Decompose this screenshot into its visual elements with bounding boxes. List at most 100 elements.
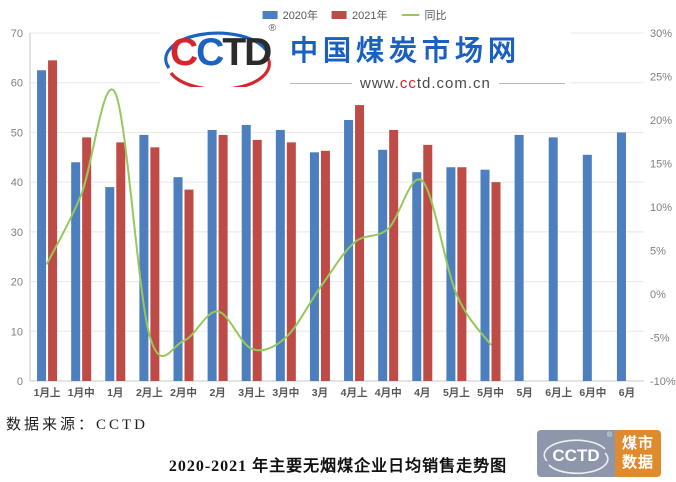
legend-item-同比: 同比	[401, 7, 447, 23]
x-axis-label: 6月中	[579, 386, 606, 399]
left-axis-tick: 30	[11, 227, 23, 239]
x-axis-label: 4月中	[375, 386, 402, 399]
left-axis-tick: 70	[11, 28, 23, 40]
cctd-data-badge: CCTD ® 煤市 数据	[537, 430, 661, 477]
right-axis-tick: 30%	[650, 28, 672, 40]
right-axis-tick: 20%	[650, 115, 672, 127]
x-axis-label: 2月中	[170, 386, 197, 399]
url-prefix: www.	[360, 75, 400, 92]
x-axis-label: 3月	[312, 387, 328, 399]
bar-2020年-6月上	[548, 137, 558, 381]
legend-marker	[262, 11, 278, 19]
site-name: 中国煤炭市场网	[290, 35, 522, 66]
bar-2020年-3月中	[275, 129, 285, 381]
divider	[498, 83, 565, 84]
bar-2020年-4月	[412, 172, 422, 381]
bar-2020年-2月上	[139, 134, 149, 381]
yoy-line	[46, 88, 492, 357]
left-axis-tick: 10	[11, 326, 23, 338]
legend-label: 2021年	[352, 10, 388, 22]
legend-label: 同比	[424, 10, 447, 22]
cctd-logo-letter: C	[196, 31, 224, 74]
cctd-logo-arcs-icon	[164, 31, 271, 87]
divider	[290, 83, 352, 84]
legend-item-2020年: 2020年	[262, 7, 319, 23]
right-axis-tick: 15%	[650, 159, 672, 171]
legend-label: 2020年	[282, 10, 319, 22]
left-axis-tick: 60	[11, 78, 23, 90]
cctd-logo-letter: T	[222, 31, 246, 74]
site-url: www.cctd.com.cn	[360, 75, 491, 92]
bar-2021年-2月	[218, 134, 228, 381]
cctd-logo-letters: CCTD	[170, 31, 272, 74]
bar-2020年-2月	[207, 129, 217, 381]
x-axis-label: 4月上	[341, 386, 368, 399]
chart-legend: 2020年 2021年 同比	[262, 7, 447, 23]
right-axis-tick: 25%	[650, 72, 672, 84]
x-axis-label: 6月上	[545, 386, 572, 399]
x-axis-label: 2月上	[136, 386, 163, 399]
bar-2021年-4月	[423, 144, 433, 381]
right-axis-tick: 10%	[650, 202, 672, 214]
data-source-note: 数据来源：CCTD	[6, 417, 149, 433]
bar-2020年-6月	[616, 132, 626, 381]
bar-2020年-4月上	[344, 120, 354, 381]
bar-2021年-3月中	[286, 142, 296, 381]
left-axis-tick: 20	[11, 277, 23, 289]
x-axis-label: 5月	[516, 387, 532, 399]
right-axis-tick: 5%	[650, 246, 666, 258]
bar-2021年-4月上	[355, 105, 365, 381]
bar-2021年-1月	[116, 142, 126, 381]
bar-2020年-5月中	[480, 169, 490, 381]
left-axis-tick: 50	[11, 127, 23, 139]
x-axis-label: 5月上	[443, 386, 470, 399]
bar-2021年-5月中	[491, 182, 501, 381]
legend-marker	[401, 13, 420, 17]
left-axis-tick: 0	[17, 376, 23, 388]
cctd-logo: CCTD ®	[162, 23, 276, 87]
bar-2021年-2月上	[150, 147, 160, 381]
badge-cctd-section: CCTD ®	[537, 430, 615, 477]
site-block: 中国煤炭市场网 www.cctd.com.cn	[290, 25, 565, 92]
badge-label-line1: 煤市	[621, 434, 654, 452]
bar-2020年-1月中	[71, 162, 81, 381]
bar-2021年-1月中	[82, 137, 92, 381]
bar-2020年-5月	[514, 134, 524, 381]
x-axis-label: 1月上	[34, 386, 61, 399]
bar-2020年-2月中	[173, 177, 183, 381]
bar-2020年-4月中	[378, 149, 388, 381]
legend-item-2021年: 2021年	[332, 7, 388, 23]
x-axis-label: 1月	[107, 387, 123, 399]
bar-2021年-4月中	[389, 129, 399, 381]
right-axis-tick: -5%	[650, 333, 670, 345]
cctd-watermark: CCTD ® 中国煤炭市场网 www.cctd.com.cn	[160, 23, 571, 96]
chart-title: 2020-2021 年主要无烟煤企业日均销售走势图	[168, 458, 508, 475]
badge-label-section: 煤市 数据	[615, 430, 661, 477]
x-axis-label: 3月中	[272, 386, 299, 399]
badge-label-line2: 数据	[621, 453, 654, 471]
url-rest: td.com.cn	[416, 75, 491, 92]
bar-2020年-6月中	[582, 154, 592, 381]
x-axis-label: 6月	[619, 387, 635, 399]
x-axis-label: 2月	[209, 387, 225, 399]
registered-trademark-icon: ®	[606, 432, 612, 439]
site-url-row: www.cctd.com.cn	[290, 75, 565, 92]
bar-2021年-1月上	[48, 60, 58, 381]
x-axis-label: 5月中	[477, 386, 504, 399]
legend-marker	[332, 11, 348, 19]
x-axis-label: 1月中	[68, 386, 95, 399]
cctd-logo-letter: D	[244, 31, 272, 74]
bar-2020年-3月	[309, 152, 319, 381]
bar-2020年-1月	[105, 187, 115, 381]
bar-2020年-1月上	[37, 70, 47, 382]
x-axis-label: 4月	[414, 387, 430, 399]
right-axis-tick: -10%	[650, 376, 676, 388]
sales-trend-chart: 0 10 20 30 40 50 60 70 -10% -5% 0% 5% 10% 15% 20% 25% 30…	[11, 28, 676, 399]
x-axis-label: 3月上	[238, 386, 265, 399]
badge-cctd-text: CCTD	[552, 446, 599, 465]
bar-2021年-3月	[320, 150, 330, 381]
badge-cctd-icon: CCTD	[543, 439, 609, 475]
cctd-logo-letter: C	[170, 31, 198, 74]
registered-trademark-icon: ®	[268, 23, 276, 34]
